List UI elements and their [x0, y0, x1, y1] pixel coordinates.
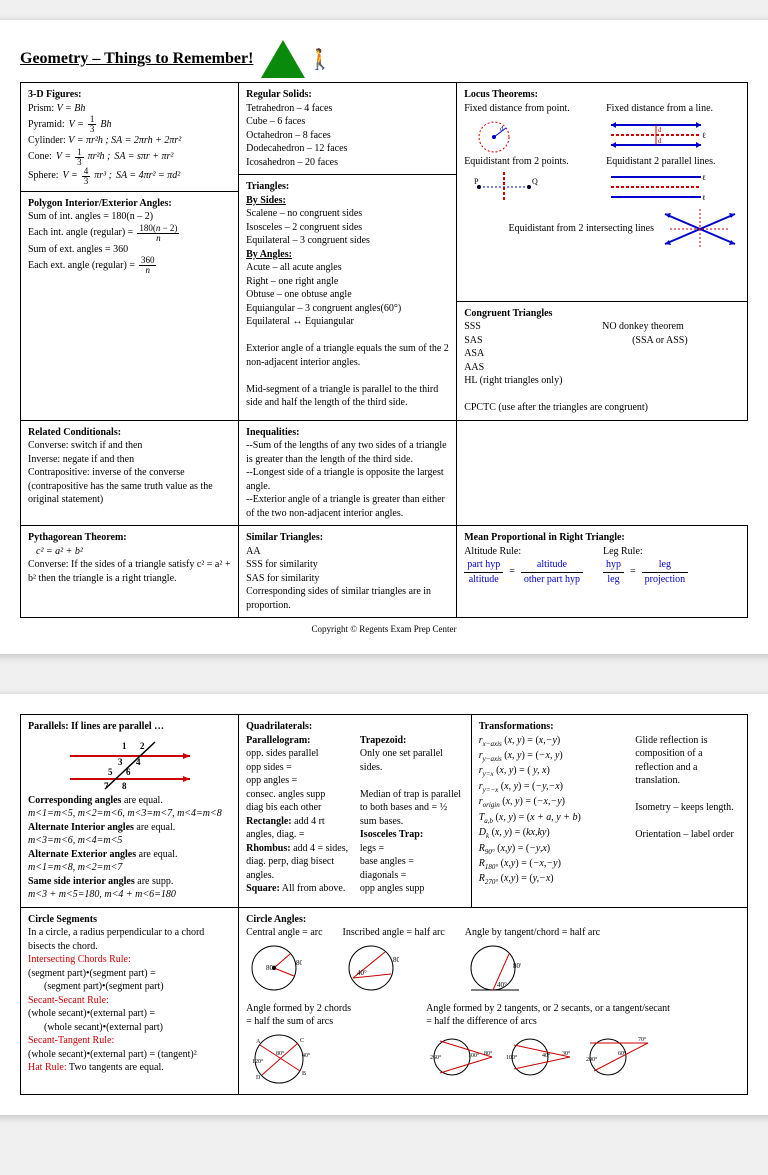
reference-table-2: Parallels: If lines are parallel … 12 34…: [20, 714, 748, 1095]
svg-text:C: C: [300, 1038, 304, 1044]
svg-text:70°: 70°: [638, 1036, 647, 1043]
svg-text:100°: 100°: [506, 1054, 518, 1061]
triangle-icon: [261, 40, 305, 78]
svg-text:A: A: [256, 1039, 261, 1045]
two-secants-icon: 30° 40° 100°: [504, 1029, 576, 1085]
svg-text:1: 1: [122, 741, 127, 751]
reference-table-1: 3-D Figures: Prism: V = Bh Pyramid: V = …: [20, 82, 748, 618]
cell-similar: Similar Triangles: AASSS for similarityS…: [239, 526, 457, 618]
svg-text:2: 2: [140, 741, 145, 751]
locus-intersect-icon: [660, 204, 740, 254]
svg-text:40°: 40°: [357, 969, 367, 977]
svg-text:80°: 80°: [484, 1050, 493, 1057]
locus-line-icon: ℓ dd: [606, 115, 706, 155]
svg-text:d: d: [500, 125, 504, 133]
cell-quadrilaterals: Quadrilaterals: Parallelogram: opp. side…: [239, 715, 472, 908]
svg-text:4: 4: [136, 757, 141, 767]
svg-text:P: P: [474, 177, 479, 186]
svg-text:80°: 80°: [513, 962, 521, 970]
svg-text:B: B: [302, 1071, 306, 1077]
cell-inequalities: Inequalities: --Sum of the lengths of an…: [239, 420, 457, 526]
cell-solids-triangles: Regular Solids: Tetrahedron – 4 facesCub…: [239, 83, 457, 421]
svg-text:100°: 100°: [468, 1052, 480, 1059]
stick-figure-icon: 🚶: [307, 47, 332, 72]
cell-circle-segments: Circle Segments In a circle, a radius pe…: [21, 907, 239, 1094]
cell-congruent: Congruent Triangles SSSSASASAAAS HL (rig…: [457, 301, 748, 420]
svg-text:3: 3: [118, 757, 123, 767]
cell-mean-proportional: Mean Proportional in Right Triangle: Alt…: [457, 526, 748, 618]
cell-conditionals: Related Conditionals: Converse: switch i…: [21, 420, 239, 526]
tangent-chord-icon: 40° 80°: [465, 940, 521, 996]
title-row: Geometry – Things to Remember! 🚶: [20, 40, 748, 78]
svg-text:260°: 260°: [430, 1054, 442, 1061]
inscribed-angle-icon: 40° 80°: [343, 940, 399, 996]
svg-text:60°: 60°: [618, 1050, 627, 1057]
page-1: Geometry – Things to Remember! 🚶 3-D Fig…: [0, 20, 768, 654]
cell-circle-angles: Circle Angles: Central angle = arc 80°80…: [239, 907, 748, 1094]
svg-text:40°: 40°: [302, 1052, 311, 1059]
central-angle-icon: 80° 80°: [246, 940, 302, 996]
svg-text:D: D: [256, 1075, 261, 1081]
svg-text:80°: 80°: [393, 956, 399, 964]
svg-text:80°: 80°: [266, 964, 276, 972]
cell-transformations: Transformations: rx−axis (x, y) = (x,−y)…: [471, 715, 747, 908]
svg-text:ℓ1: ℓ1: [702, 194, 706, 202]
page-title: Geometry – Things to Remember!: [20, 50, 253, 68]
svg-text:30°: 30°: [562, 1050, 571, 1057]
two-tangents-icon: 80° 100° 260°: [426, 1029, 498, 1085]
cell-polygon: Polygon Interior/Exterior Angles: Sum of…: [21, 191, 239, 420]
svg-text:Q: Q: [532, 177, 538, 186]
svg-text:40°: 40°: [497, 981, 507, 989]
svg-text:200°: 200°: [586, 1056, 598, 1063]
cell-3d-figures: 3-D Figures: Prism: V = Bh Pyramid: V = …: [21, 83, 239, 192]
tangent-secant-icon: 70° 60° 200°: [582, 1029, 654, 1085]
page-2: Parallels: If lines are parallel … 12 34…: [0, 694, 768, 1115]
svg-text:7: 7: [104, 781, 109, 791]
svg-text:d: d: [658, 137, 662, 145]
svg-text:5: 5: [108, 767, 113, 777]
parallel-lines-icon: 1 2 3 4 5 6 7 8: [60, 734, 200, 794]
svg-text:ℓ2: ℓ2: [702, 174, 706, 182]
svg-text:80°: 80°: [296, 959, 302, 967]
svg-text:d: d: [658, 126, 662, 134]
locus-2points-icon: P Q: [464, 169, 544, 204]
cell-locus: Locus Theorems: Fixed distance from poin…: [457, 83, 748, 302]
locus-point-icon: d: [464, 115, 524, 155]
svg-text:120°: 120°: [252, 1058, 264, 1065]
svg-text:40°: 40°: [542, 1052, 551, 1059]
svg-text:ℓ: ℓ: [702, 131, 706, 140]
cell-pythagorean: Pythagorean Theorem: c² = a² + b² Conver…: [21, 526, 239, 618]
svg-text:80°: 80°: [276, 1050, 285, 1057]
copyright: Copyright © Regents Exam Prep Center: [20, 624, 748, 634]
locus-2parallel-icon: ℓ2 ℓ1: [606, 169, 706, 204]
cell-parallels: Parallels: If lines are parallel … 12 34…: [21, 715, 239, 908]
two-chords-icon: A C D B 80° 40° 120°: [246, 1029, 312, 1089]
svg-text:8: 8: [122, 781, 127, 791]
svg-text:6: 6: [126, 767, 131, 777]
